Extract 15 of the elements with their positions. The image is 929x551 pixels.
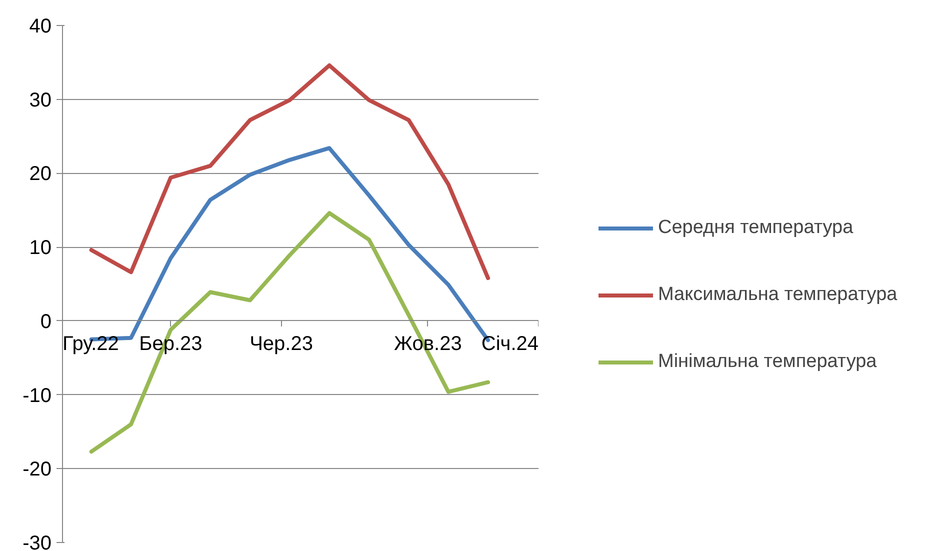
line-series [89, 63, 490, 280]
y-tick-label: 0 [40, 310, 52, 333]
y-tick-label: -20 [22, 458, 52, 481]
x-tick-label: Чер.23 [250, 332, 313, 355]
y-tick-label: 40 [29, 16, 52, 38]
x-tick-label: Гру.22 [62, 332, 119, 355]
y-tick-label: -30 [22, 532, 52, 551]
legend-label: Середня температура [658, 217, 854, 239]
legend-label: Мінімальна температура [658, 351, 877, 373]
legend-label: Максимальна температура [658, 284, 898, 306]
y-tick-label: 10 [29, 237, 52, 260]
y-tick-label: -10 [22, 384, 52, 407]
y-tick-label: 20 [29, 163, 52, 186]
x-tick-label: Січ.24 [481, 332, 538, 355]
y-tick-label: 30 [29, 89, 52, 112]
